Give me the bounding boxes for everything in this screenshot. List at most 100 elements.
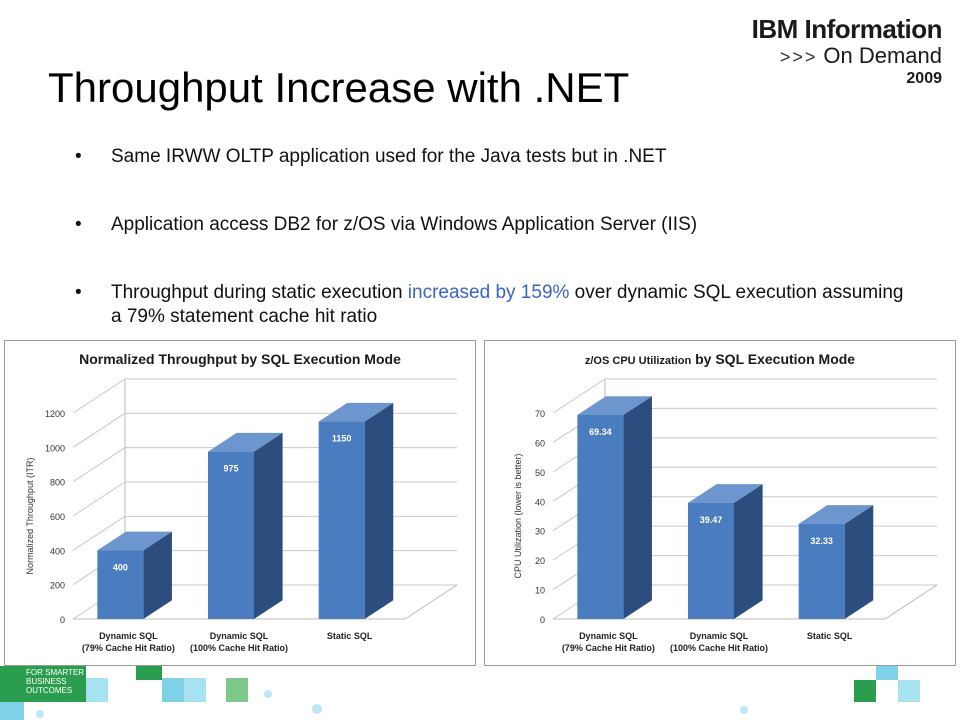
y-tick-label: 800 bbox=[50, 478, 65, 488]
x-tick-label: (100% Cache Hit Ratio) bbox=[670, 643, 768, 653]
gridline-depth bbox=[72, 378, 126, 414]
floor-edge bbox=[73, 584, 458, 620]
bullet-item: Same IRWW OLTP application used for the … bbox=[75, 145, 915, 169]
logo-tagline: On Demand bbox=[823, 43, 942, 68]
data-label: 400 bbox=[113, 562, 128, 572]
x-tick-label: Dynamic SQL bbox=[99, 631, 158, 641]
footer-square bbox=[24, 666, 86, 702]
bar bbox=[318, 421, 365, 619]
chart-title: z/OS CPU Utilization by SQL Execution Mo… bbox=[485, 351, 955, 367]
footer-dot bbox=[740, 706, 748, 714]
bar bbox=[798, 523, 845, 619]
data-label: 1150 bbox=[332, 434, 352, 444]
footer-square bbox=[162, 678, 184, 702]
data-label: 69.34 bbox=[589, 427, 612, 437]
x-tick-label: Dynamic SQL bbox=[210, 631, 269, 641]
x-tick-label: Static SQL bbox=[807, 631, 853, 641]
logo-brand: IBM Information bbox=[751, 14, 943, 44]
bar-top bbox=[688, 484, 763, 503]
footer-tagline-line: FOR SMARTER bbox=[26, 668, 85, 677]
x-tick-label: Static SQL bbox=[327, 631, 373, 641]
bar-top bbox=[97, 531, 172, 551]
bar-side bbox=[844, 505, 874, 619]
bar-side bbox=[623, 396, 652, 619]
footer-square bbox=[184, 678, 206, 702]
bar-side bbox=[734, 484, 763, 619]
y-tick-label: 10 bbox=[535, 586, 545, 596]
bar bbox=[577, 414, 624, 619]
y-tick-label: 600 bbox=[50, 512, 65, 522]
footer-dot bbox=[312, 704, 322, 714]
data-label: 32.33 bbox=[810, 536, 833, 546]
y-tick-label: 1000 bbox=[45, 443, 65, 453]
bullet-item: Application access DB2 for z/OS via Wind… bbox=[75, 213, 915, 237]
footer-dot bbox=[264, 690, 272, 698]
logo-chevrons: >>> bbox=[779, 47, 818, 67]
gridline-depth bbox=[72, 447, 126, 483]
x-tick-label: Dynamic SQL bbox=[690, 631, 749, 641]
y-tick-label: 0 bbox=[60, 615, 65, 625]
footer-dot bbox=[36, 710, 44, 718]
throughput-chart-panel: Normalized Throughput by SQL Execution M… bbox=[4, 340, 476, 666]
bullet-text: Throughput during static execution bbox=[111, 282, 408, 303]
bar-top bbox=[798, 505, 874, 524]
y-axis-label: CPU Utilization (lower is better) bbox=[513, 453, 523, 578]
y-tick-label: 60 bbox=[535, 438, 545, 448]
data-label: 975 bbox=[223, 464, 238, 474]
y-axis-label: Normalized Throughput (ITR) bbox=[25, 458, 35, 575]
y-tick-label: 50 bbox=[535, 468, 545, 478]
y-tick-label: 20 bbox=[535, 556, 545, 566]
bar-top bbox=[318, 402, 394, 422]
gridline-depth bbox=[552, 378, 606, 414]
footer-tagline: FOR SMARTER BUSINESS OUTCOMES bbox=[26, 668, 96, 695]
footer-square bbox=[876, 666, 898, 680]
y-tick-label: 40 bbox=[535, 497, 545, 507]
cpu-chart: 0 10 20 30 40 50 60 70 CPU Utilization (lower is… bbox=[513, 378, 938, 653]
bar-top bbox=[208, 432, 283, 452]
footer-square bbox=[898, 680, 920, 702]
y-tick-label: 200 bbox=[50, 581, 65, 591]
bar-side bbox=[143, 531, 172, 619]
floor-edge bbox=[553, 584, 938, 620]
gridline-depth bbox=[72, 412, 126, 448]
bar bbox=[208, 451, 254, 619]
gridline-depth bbox=[72, 515, 126, 551]
bullet-highlight: increased by 159% bbox=[407, 282, 570, 303]
y-tick-label: 1200 bbox=[45, 409, 65, 419]
footer-square bbox=[854, 680, 876, 702]
x-tick-label: (79% Cache Hit Ratio) bbox=[562, 643, 655, 653]
footer-square bbox=[136, 666, 162, 680]
x-tick-label: (100% Cache Hit Ratio) bbox=[190, 643, 288, 653]
y-tick-label: 70 bbox=[535, 409, 545, 419]
bar-side bbox=[364, 402, 394, 619]
footer-tagline-line: BUSINESS bbox=[26, 677, 67, 686]
footer-square bbox=[86, 678, 108, 702]
bar-side bbox=[254, 432, 283, 619]
y-tick-label: 0 bbox=[540, 615, 545, 625]
bullet-list: Same IRWW OLTP application used for the … bbox=[75, 145, 915, 329]
bar bbox=[688, 502, 734, 619]
y-tick-label: 30 bbox=[535, 527, 545, 537]
throughput-chart: 0 200 400 600 800 1000 1200 Normalized Throughp… bbox=[25, 378, 458, 653]
chart-title-small: z/OS CPU Utilization bbox=[584, 355, 692, 367]
logo-tagline-row: >>> On Demand bbox=[752, 44, 942, 69]
ibm-logo: IBM Information >>> On Demand 2009 bbox=[751, 14, 943, 89]
slide-title: Throughput Increase with .NET bbox=[48, 64, 630, 111]
chart-title: Normalized Throughput by SQL Execution M… bbox=[79, 351, 401, 367]
chart-title-main: by SQL Execution Mode bbox=[691, 351, 856, 367]
bar bbox=[97, 550, 144, 619]
y-tick-label: 400 bbox=[50, 546, 65, 556]
footer-square bbox=[0, 702, 24, 720]
bullet-text: over dynamic SQL execution assuming a 79… bbox=[111, 282, 904, 327]
logo-year: 2009 bbox=[906, 70, 942, 87]
data-label: 39.47 bbox=[700, 515, 723, 525]
x-tick-label: (79% Cache Hit Ratio) bbox=[82, 643, 175, 653]
x-tick-label: Dynamic SQL bbox=[579, 631, 638, 641]
footer-square bbox=[226, 678, 248, 702]
footer-tagline-line: OUTCOMES bbox=[26, 686, 73, 695]
footer-square bbox=[0, 666, 24, 702]
bullet-item: Throughput during static execution incre… bbox=[75, 281, 915, 329]
gridline-depth bbox=[72, 481, 126, 517]
cpu-chart-panel: z/OS CPU Utilization by SQL Execution Mo… bbox=[484, 340, 956, 666]
bar-top bbox=[577, 396, 652, 415]
